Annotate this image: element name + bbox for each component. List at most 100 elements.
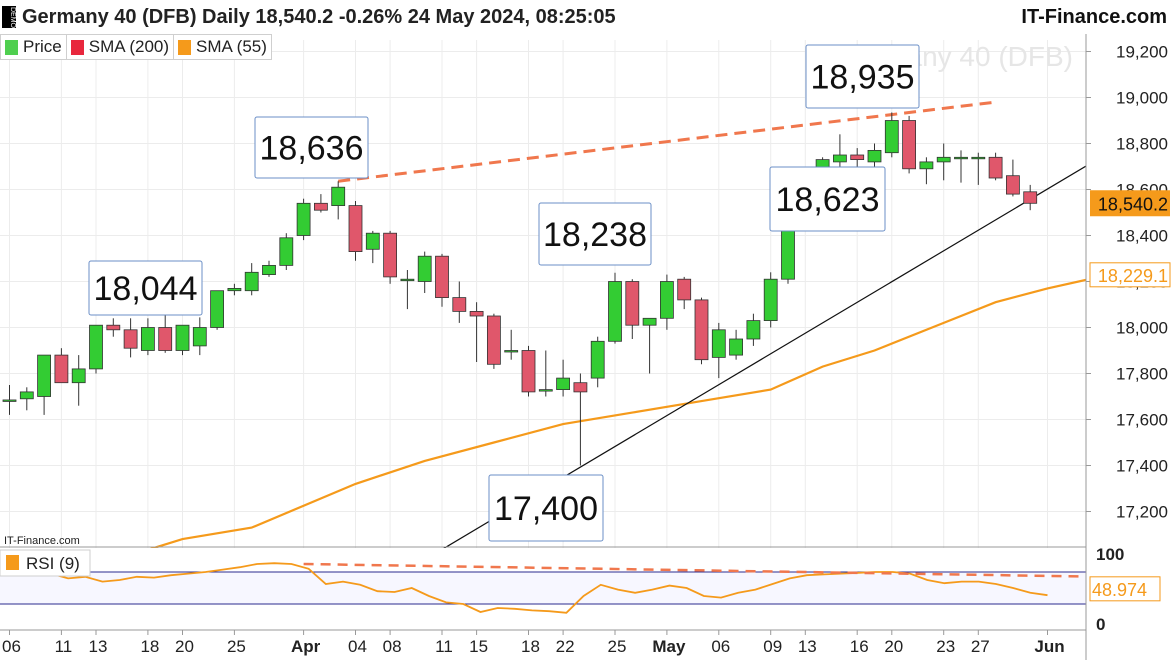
candle-up: [37, 354, 51, 415]
candle-down: [486, 313, 501, 369]
candle-down: [988, 152, 1003, 181]
candle-body: [140, 327, 155, 351]
price-tick-label: 17,600: [1116, 411, 1168, 430]
rsi-legend: RSI (9): [0, 549, 91, 577]
annotation-box: [488, 474, 604, 542]
candle-body: [902, 120, 916, 170]
sma55-value-badge-text: 18,229.1: [1098, 266, 1168, 286]
annotation-label: 18,238: [543, 216, 647, 254]
candle-body: [106, 324, 121, 331]
annotation-box: [538, 202, 652, 266]
candle-body: [313, 202, 328, 211]
annotations-layer: 18,044 18,636 18,238 17,400 18,935 18,623: [88, 44, 920, 542]
legend-label: SMA (55): [196, 37, 267, 56]
annotation-box: [254, 116, 369, 179]
candle-up: [192, 317, 207, 356]
legend-swatch-sma200: [70, 39, 84, 55]
candle-body: [452, 297, 467, 312]
candle-down: [123, 318, 138, 358]
date-tick-label: 11: [435, 637, 453, 656]
candle-body: [383, 232, 398, 278]
rsi-resistance-line: [303, 562, 1103, 579]
annotation-box: [88, 260, 203, 316]
date-tick-label: 15: [469, 637, 488, 656]
candle-body: [2, 399, 17, 402]
date-tick-label: May: [652, 637, 686, 656]
candle-up: [89, 324, 103, 374]
candle-up: [746, 313, 761, 346]
price-tick-label: 19,200: [1116, 43, 1168, 62]
sma55-line: [78, 271, 1152, 573]
date-axis: 06 11 13 18 20 25 Apr 04 08 11 15 18 22 25 May 06 09 13 16…: [0, 629, 1086, 656]
candle-up: [608, 272, 622, 344]
candles-layer: [2, 112, 1038, 466]
candle-body: [556, 377, 570, 391]
candle-body: [677, 278, 692, 301]
candle-body: [833, 154, 847, 163]
candle-body: [279, 237, 294, 266]
current-price-badge: 18,540.2: [1090, 190, 1170, 217]
candle-body: [573, 382, 588, 393]
candle-body: [417, 255, 432, 282]
candle-body: [867, 149, 882, 163]
rsi-tick-label: 0: [1096, 615, 1105, 634]
legend: Price SMA (200) SMA (55): [0, 34, 272, 60]
candle-up: [971, 152, 986, 185]
candle-body: [331, 186, 346, 206]
candle-body: [19, 391, 34, 400]
candle-up: [210, 290, 225, 330]
candle-body: [729, 338, 743, 356]
candle-up: [227, 283, 242, 296]
date-tick-label: 27: [971, 637, 990, 656]
candle-up: [175, 324, 190, 356]
rsi-tick-label: 100: [1096, 545, 1124, 564]
date-tick-label: 20: [175, 637, 194, 656]
annotation-label: 18,636: [260, 130, 364, 168]
candle-body: [37, 354, 51, 397]
price-tick-label: 19,000: [1116, 89, 1168, 108]
axis-background: [1086, 34, 1173, 660]
candle-up: [331, 181, 346, 220]
legend-item-sma55[interactable]: SMA (55): [174, 35, 271, 59]
candle-body: [504, 350, 519, 353]
date-tick-label: 22: [556, 637, 575, 656]
date-tick-label: 23: [936, 637, 955, 656]
candle-body: [1023, 191, 1038, 204]
candle-body: [244, 271, 259, 292]
candle-body: [919, 161, 934, 170]
candle-down: [902, 115, 916, 174]
candle-down: [677, 276, 692, 310]
date-tick-label: 08: [383, 637, 402, 656]
candle-body: [590, 340, 605, 379]
price-tick-label: 17,400: [1116, 457, 1168, 476]
candle-down: [158, 313, 173, 353]
candle-up: [140, 318, 155, 356]
legend-item-sma200[interactable]: SMA (200): [67, 35, 175, 59]
candle-body: [884, 120, 899, 154]
candle-up: [642, 317, 657, 374]
candle-down: [383, 230, 398, 284]
candle-body: [694, 299, 709, 361]
candle-up: [262, 260, 276, 277]
candle-body: [54, 354, 69, 384]
candle-down: [694, 297, 709, 365]
candle-down: [850, 148, 865, 167]
candle-up: [590, 336, 605, 388]
demo-badge: DEMO: [2, 6, 16, 28]
candle-up: [19, 387, 34, 411]
rsi-legend-swatch: [6, 555, 19, 570]
price-axis: 17,20017,40017,60017,80018,00018,20018,4…: [1085, 34, 1173, 660]
candle-up: [365, 230, 380, 264]
candle-body: [158, 327, 173, 351]
candle-body: [538, 389, 553, 392]
candle-up: [919, 157, 934, 185]
legend-item-price[interactable]: Price: [1, 35, 67, 59]
current-price-box: [1090, 190, 1170, 217]
candle-body: [262, 264, 276, 275]
candle-up: [244, 263, 259, 296]
price-annotation: 18,623: [769, 166, 886, 232]
candle-body: [71, 368, 86, 384]
candle-body: [175, 324, 190, 351]
chart-title: Germany 40 (DFB) Daily 18,540.2 -0.26% 2…: [22, 6, 616, 28]
annotation-label: 17,400: [494, 490, 598, 528]
